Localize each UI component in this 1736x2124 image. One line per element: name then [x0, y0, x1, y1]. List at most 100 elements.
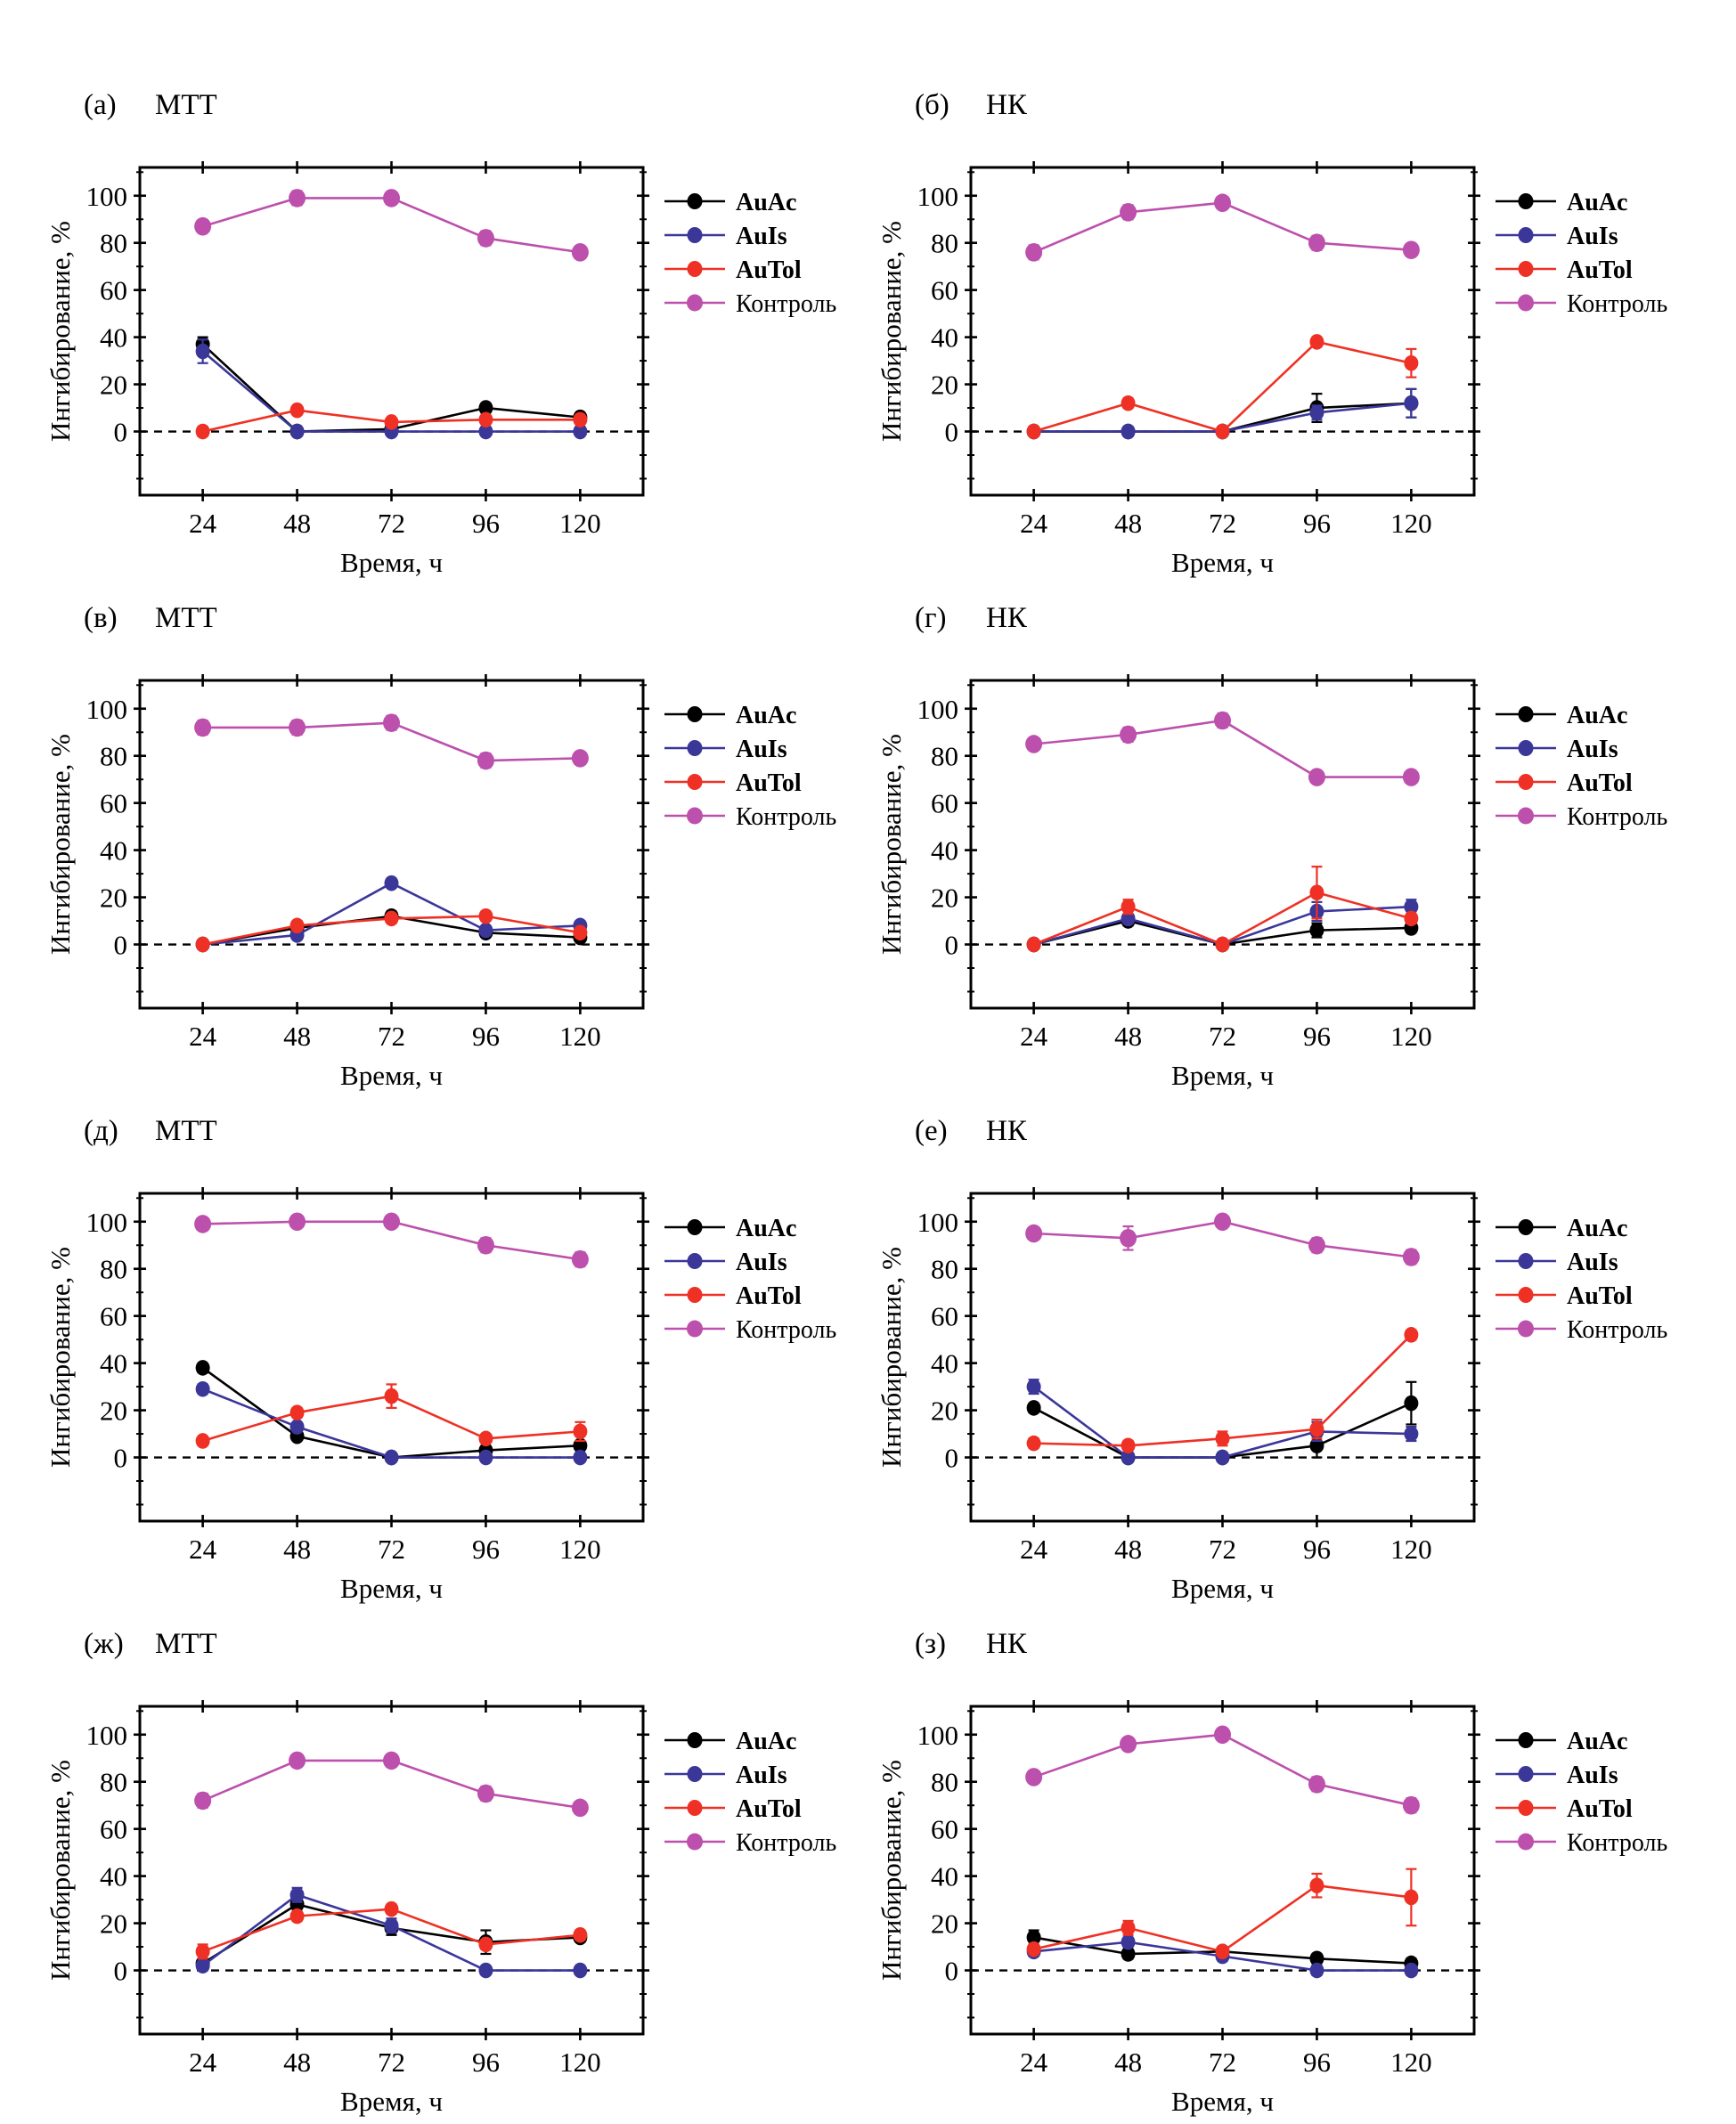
legend-marker — [687, 774, 703, 790]
legend-label: Контроль — [736, 290, 836, 318]
legend-label: AuTol — [1567, 769, 1633, 797]
data-point — [1026, 1435, 1041, 1452]
x-tick-label: 96 — [1303, 508, 1331, 539]
x-tick-label: 96 — [472, 2047, 500, 2078]
series-AuTol — [195, 1383, 588, 1449]
chart-panel-з: (з) НК 0 20 40 60 80 100 24 48 72 96 120 Ингибировани… — [877, 1607, 1692, 2120]
data-point — [1215, 1943, 1230, 1960]
data-point — [195, 1957, 210, 1974]
line-chart: (г) НК 0 20 40 60 80 100 24 48 72 96 120 Ингибировани… — [877, 602, 1667, 1091]
y-tick-label: 60 — [931, 275, 958, 306]
legend-marker — [687, 1732, 703, 1748]
data-point — [1215, 1430, 1230, 1447]
chart-panel-г: (г) НК 0 20 40 60 80 100 24 48 72 96 120 Ингибировани… — [877, 581, 1692, 1094]
legend-label: AuTol — [1567, 1795, 1633, 1823]
legend-item-AuIs: AuIs — [664, 1249, 787, 1276]
legend-marker — [1518, 227, 1534, 243]
data-point — [1120, 1735, 1137, 1754]
legend-marker — [1518, 740, 1534, 756]
x-tick-label: 24 — [1020, 1534, 1048, 1565]
x-axis-label: Время, ч — [340, 1573, 443, 1604]
y-tick-label: 100 — [917, 1207, 959, 1238]
line-chart: (е) НК 0 20 40 60 80 100 24 48 72 96 120 Ингибировани… — [877, 1115, 1667, 1604]
legend-item-AuTol: AuTol — [664, 769, 802, 797]
data-point — [571, 1798, 589, 1818]
axes: 0 20 40 60 80 100 24 48 72 96 120 — [86, 161, 649, 539]
legend-item-Контроль: Контроль — [664, 803, 836, 831]
legend-marker — [687, 1253, 703, 1269]
legend-marker — [687, 1800, 703, 1816]
data-point — [289, 1908, 305, 1925]
data-point — [1120, 203, 1137, 222]
y-axis-label: Ингибирование, % — [877, 1760, 907, 1981]
legend-label: AuIs — [736, 223, 787, 250]
y-tick-label: 60 — [100, 275, 127, 306]
x-tick-label: 48 — [283, 508, 311, 539]
legend-item-Контроль: Контроль — [664, 1829, 836, 1857]
x-tick-label: 96 — [1303, 2047, 1331, 2078]
data-point — [1308, 1235, 1325, 1255]
y-tick-label: 0 — [114, 1443, 128, 1474]
y-axis-label: Ингибирование, % — [877, 734, 907, 955]
series-AuTol — [1026, 334, 1419, 440]
y-tick-label: 20 — [931, 1396, 958, 1427]
legend-marker — [1518, 1320, 1534, 1338]
series-AuTol — [1026, 1868, 1419, 1960]
data-point — [1026, 1929, 1041, 1946]
data-point — [1404, 1889, 1419, 1906]
x-tick-label: 24 — [189, 2047, 217, 2078]
legend-label: AuIs — [1567, 1762, 1618, 1789]
x-tick-label: 72 — [1209, 508, 1236, 539]
axes: 0 20 40 60 80 100 24 48 72 96 120 — [86, 1700, 649, 2078]
legend-marker — [1518, 706, 1534, 722]
legend-label: Контроль — [736, 803, 836, 831]
x-tick-label: 24 — [1020, 508, 1048, 539]
data-point — [1026, 1379, 1041, 1395]
data-point — [195, 423, 210, 440]
legend-item-AuTol: AuTol — [1496, 256, 1633, 284]
legend-item-AuTol: AuTol — [664, 256, 802, 284]
data-point — [1308, 233, 1325, 253]
legend-marker — [687, 807, 703, 825]
y-tick-label: 20 — [931, 883, 958, 914]
line-chart: (з) НК 0 20 40 60 80 100 24 48 72 96 120 Ингибировани… — [877, 1628, 1667, 2117]
legend-marker — [1518, 1219, 1534, 1235]
x-axis-label: Время, ч — [1171, 2086, 1274, 2117]
legend-label: AuTol — [736, 256, 802, 284]
data-point — [1025, 243, 1043, 262]
data-point — [1026, 423, 1041, 440]
legend-marker — [687, 740, 703, 756]
legend: AuAc AuIs AuTol Контроль — [1496, 189, 1667, 318]
data-point — [1309, 884, 1324, 901]
legend-marker — [687, 1766, 703, 1782]
y-tick-label: 20 — [100, 1396, 127, 1427]
panel-letter: (в) — [84, 602, 118, 634]
x-tick-label: 48 — [1114, 1021, 1142, 1052]
data-point — [478, 1449, 493, 1466]
x-tick-label: 96 — [1303, 1021, 1331, 1052]
data-point — [289, 917, 305, 934]
x-axis-label: Время, ч — [340, 1060, 443, 1091]
plot-frame — [969, 166, 1476, 497]
y-tick-label: 100 — [917, 694, 959, 725]
legend-marker — [687, 193, 703, 209]
y-tick-label: 100 — [917, 181, 959, 212]
legend-marker — [687, 1320, 703, 1338]
data-point — [1121, 1449, 1136, 1466]
y-tick-label: 100 — [86, 1720, 128, 1751]
data-point — [384, 1917, 399, 1934]
legend-item-AuIs: AuIs — [1496, 1249, 1618, 1276]
x-tick-label: 120 — [1390, 2047, 1432, 2078]
series-AuIs — [195, 1380, 588, 1466]
data-point — [1309, 1950, 1324, 1967]
data-point — [1121, 1946, 1136, 1962]
data-point — [384, 1388, 399, 1404]
line-chart: (б) НК 0 20 40 60 80 100 24 48 72 96 120 Ингибировани… — [877, 89, 1667, 578]
data-point — [1215, 423, 1230, 440]
x-tick-label: 72 — [378, 1021, 405, 1052]
y-axis-label: Ингибирование, % — [46, 1247, 76, 1468]
y-tick-label: 100 — [86, 1207, 128, 1238]
y-tick-label: 60 — [931, 788, 958, 819]
y-tick-label: 40 — [931, 835, 958, 867]
series-AuIs — [195, 1886, 588, 1979]
